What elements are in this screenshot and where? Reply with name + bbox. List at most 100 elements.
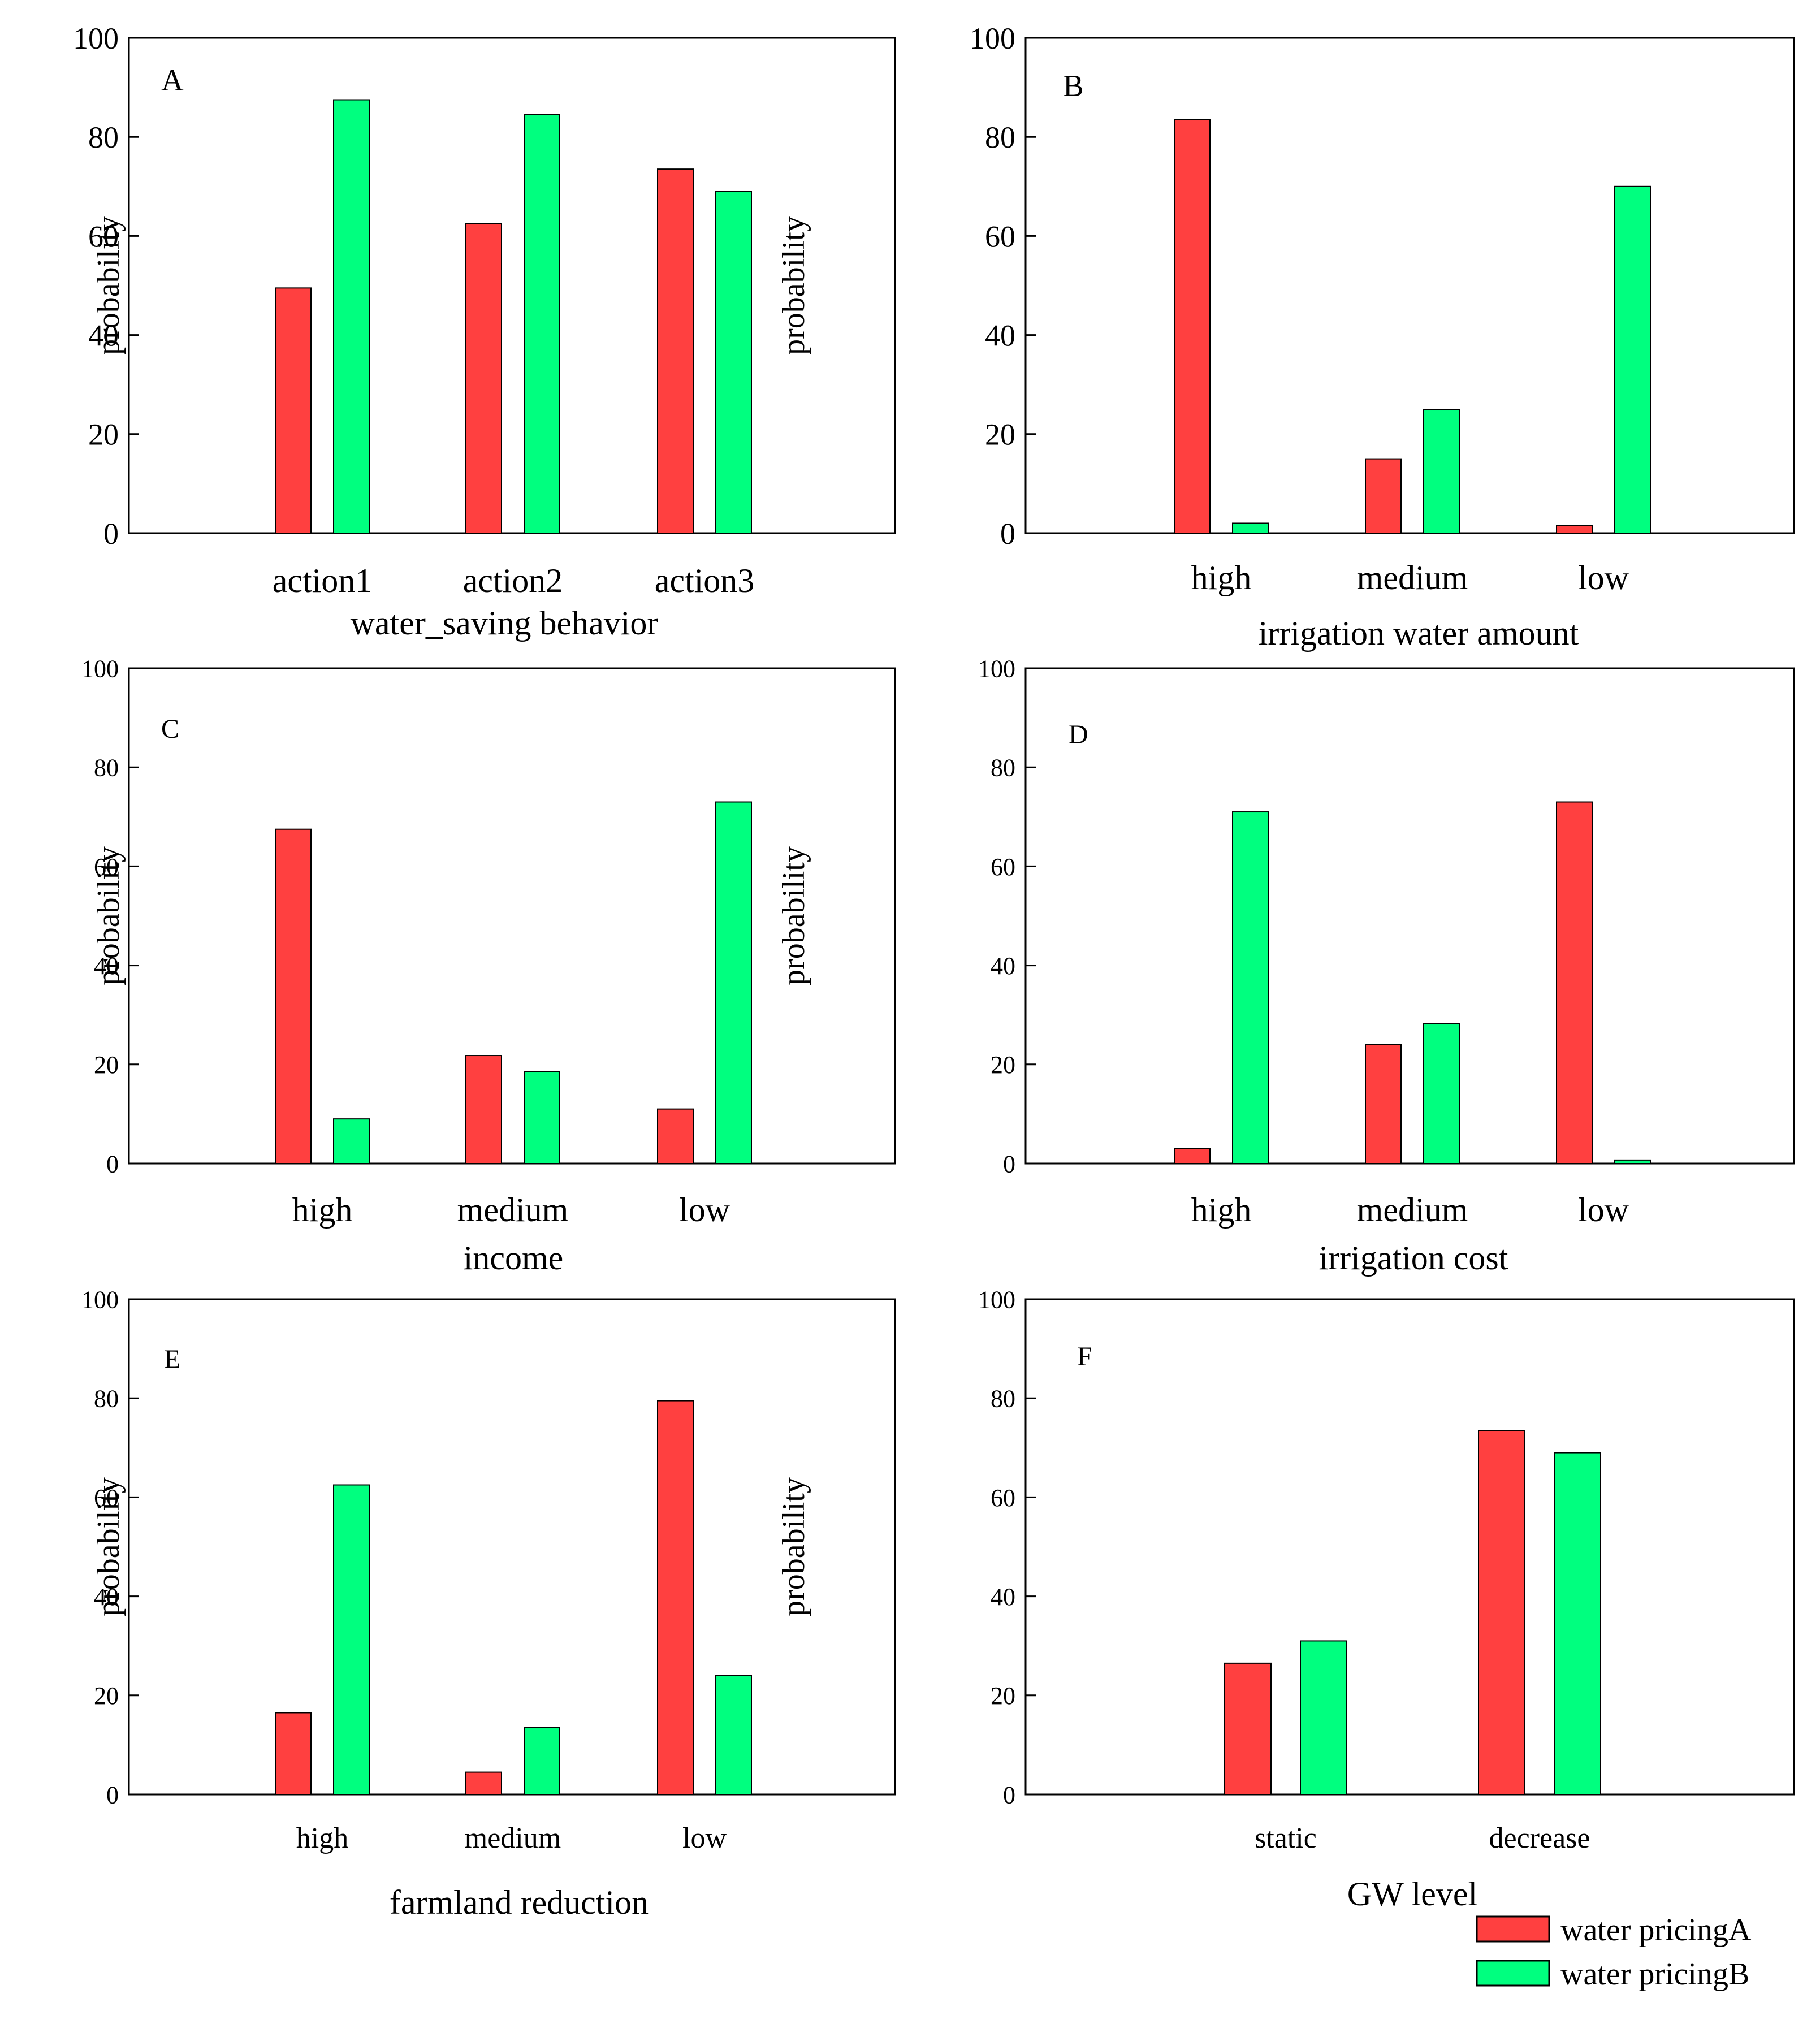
x-axis-label: irrigation cost [1319, 1239, 1508, 1277]
bar-medium-b [1423, 409, 1460, 534]
y-axis-label: probability [776, 846, 811, 985]
y-axis-label: probability [776, 1477, 811, 1616]
bar-medium-b [524, 1071, 560, 1164]
bar-low-b [1614, 1159, 1651, 1164]
y-tick-label: 20 [94, 1682, 119, 1710]
bar-medium-b [1423, 1023, 1460, 1165]
bar-high-a [275, 1712, 312, 1795]
bar-low-b [715, 1675, 752, 1796]
category-label: action1 [273, 562, 373, 599]
y-tick-label: 0 [106, 1781, 119, 1809]
bar-low-a [657, 1108, 694, 1165]
y-tick-label: 80 [94, 1385, 119, 1413]
y-tick-label: 60 [94, 1484, 119, 1512]
bar-high-b [1232, 811, 1269, 1165]
x-axis-label: farmland reduction [390, 1884, 649, 1921]
x-axis-label: irrigation water amount [1259, 615, 1579, 652]
y-tick-label: 100 [978, 655, 1015, 682]
bar-decrease-b [1554, 1452, 1601, 1796]
y-tick-label: 20 [88, 418, 119, 452]
category-label: medium [1357, 559, 1468, 596]
category-label: low [1578, 1191, 1629, 1229]
y-tick-label: 80 [985, 120, 1015, 154]
y-tick-label: 60 [991, 1484, 1015, 1512]
panel-letter: B [1063, 68, 1084, 103]
x-axis-label: GW level [1347, 1875, 1477, 1913]
bar-medium-b [524, 1727, 560, 1795]
y-tick-label: 100 [73, 21, 119, 55]
panel-letter: A [161, 63, 184, 97]
bar-medium-a [465, 1055, 502, 1164]
category-label: decrease [1489, 1822, 1590, 1854]
y-tick-label: 20 [991, 1051, 1015, 1079]
bar-static-b [1300, 1640, 1347, 1795]
y-tick-label: 80 [94, 754, 119, 782]
category-label: medium [457, 1191, 569, 1229]
bar-high-a [1174, 119, 1211, 534]
y-tick-label: 100 [970, 21, 1015, 55]
category-label: high [1191, 559, 1252, 596]
bar-action1-a [275, 287, 312, 534]
category-label: low [1578, 559, 1629, 596]
y-tick-label: 40 [94, 1583, 119, 1611]
y-tick-label: 0 [106, 1150, 119, 1178]
y-tick-label: 20 [985, 418, 1015, 452]
y-tick-label: 40 [985, 319, 1015, 353]
bar-low-a [1556, 801, 1593, 1164]
bar-low-a [657, 1400, 694, 1796]
category-label: high [296, 1822, 348, 1854]
y-tick-label: 80 [88, 120, 119, 154]
bar-medium-a [465, 1771, 502, 1796]
category-label: high [1191, 1191, 1252, 1229]
y-tick-label: 0 [1000, 517, 1015, 551]
legend-label-a: water pricingA [1560, 1913, 1752, 1948]
panel-letter: E [164, 1344, 180, 1374]
y-tick-label: 60 [985, 219, 1015, 253]
y-tick-label: 60 [94, 853, 119, 881]
bar-action2-a [465, 223, 502, 534]
bar-medium-a [1365, 1044, 1402, 1165]
panel-letter: F [1077, 1342, 1092, 1372]
y-tick-label: 0 [1003, 1150, 1015, 1178]
y-axis-label: probability [91, 216, 126, 355]
category-label: action2 [463, 562, 563, 599]
plot-frame [128, 667, 896, 1165]
y-tick-label: 100 [81, 1286, 119, 1313]
legend-swatch-a [1476, 1915, 1550, 1943]
y-tick-label: 100 [81, 655, 119, 682]
plot-frame [1024, 37, 1795, 534]
category-label: static [1255, 1822, 1317, 1854]
plot-frame [1024, 1298, 1795, 1796]
bar-high-b [333, 1118, 370, 1165]
bar-low-b [715, 801, 752, 1164]
bar-low-b [1614, 185, 1651, 534]
y-tick-label: 40 [94, 952, 119, 980]
category-label: high [292, 1191, 353, 1229]
category-label: low [682, 1822, 727, 1854]
y-axis-label: probability [91, 846, 126, 985]
category-label: medium [465, 1822, 561, 1854]
y-tick-label: 40 [991, 1583, 1015, 1611]
y-tick-label: 0 [1003, 1781, 1015, 1809]
plot-frame [1024, 667, 1795, 1165]
bar-action1-b [333, 99, 370, 534]
panel-letter: D [1069, 720, 1088, 750]
bar-low-a [1556, 525, 1593, 534]
y-axis-label: probability [91, 1477, 126, 1616]
bar-action3-a [657, 168, 694, 534]
panel-letter: C [161, 714, 179, 744]
bar-medium-a [1365, 458, 1402, 534]
y-tick-label: 20 [94, 1051, 119, 1079]
y-tick-label: 40 [991, 952, 1015, 980]
y-tick-label: 0 [103, 517, 119, 551]
legend: water pricingA water pricingB [1476, 1913, 1752, 1992]
y-tick-label: 60 [991, 853, 1015, 881]
y-tick-label: 40 [88, 319, 119, 353]
category-label: action3 [655, 562, 755, 599]
plot-frame [128, 37, 896, 534]
plot-frame [128, 1298, 896, 1796]
bar-action2-b [524, 114, 560, 534]
bar-high-b [1232, 522, 1269, 534]
